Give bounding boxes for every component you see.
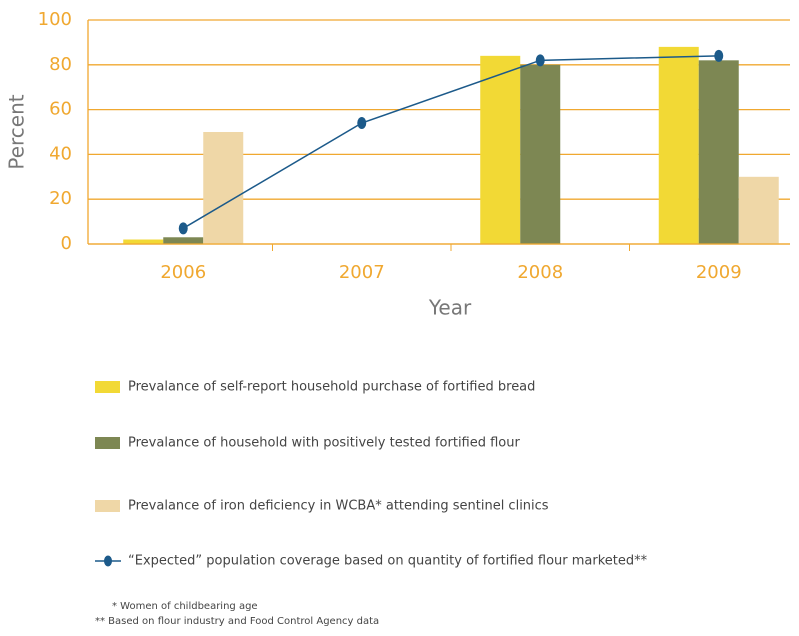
bar xyxy=(123,239,164,244)
legend-label: Prevalance of self-report household purc… xyxy=(128,380,535,395)
bar xyxy=(738,176,779,244)
bar xyxy=(698,60,739,244)
x-tick-label: 2008 xyxy=(517,262,563,283)
x-axis-label: Year xyxy=(428,296,472,320)
y-tick-label: 20 xyxy=(49,188,72,209)
legend-label: Prevalance of iron deficiency in WCBA* a… xyxy=(128,499,549,514)
bar xyxy=(658,46,699,244)
footnote: * Women of childbearing age xyxy=(112,601,258,612)
y-tick-label: 40 xyxy=(49,143,72,164)
legend-label: “Expected” population coverage based on … xyxy=(128,554,648,569)
legend-swatch xyxy=(95,500,120,512)
y-tick-label: 0 xyxy=(61,233,72,254)
legend-swatch xyxy=(95,437,120,449)
x-tick-label: 2009 xyxy=(696,262,742,283)
y-tick-label: 100 xyxy=(38,9,72,30)
x-tick-label: 2006 xyxy=(160,262,206,283)
x-tick-label: 2007 xyxy=(339,262,385,283)
bar xyxy=(520,64,561,244)
y-tick-label: 80 xyxy=(49,54,72,75)
line-marker xyxy=(535,54,545,67)
bar xyxy=(163,237,204,244)
line-marker xyxy=(357,117,367,130)
line-marker xyxy=(178,222,188,235)
line xyxy=(182,55,719,229)
legend-swatch xyxy=(104,555,112,567)
y-axis-label: Percent xyxy=(5,94,29,169)
bar xyxy=(203,132,244,244)
bar xyxy=(480,55,521,245)
line-marker xyxy=(714,49,724,62)
legend-swatch xyxy=(95,381,120,393)
legend-label: Prevalance of household with positively … xyxy=(128,436,521,451)
y-tick-label: 60 xyxy=(49,99,72,120)
footnote: ** Based on flour industry and Food Cont… xyxy=(95,616,379,627)
